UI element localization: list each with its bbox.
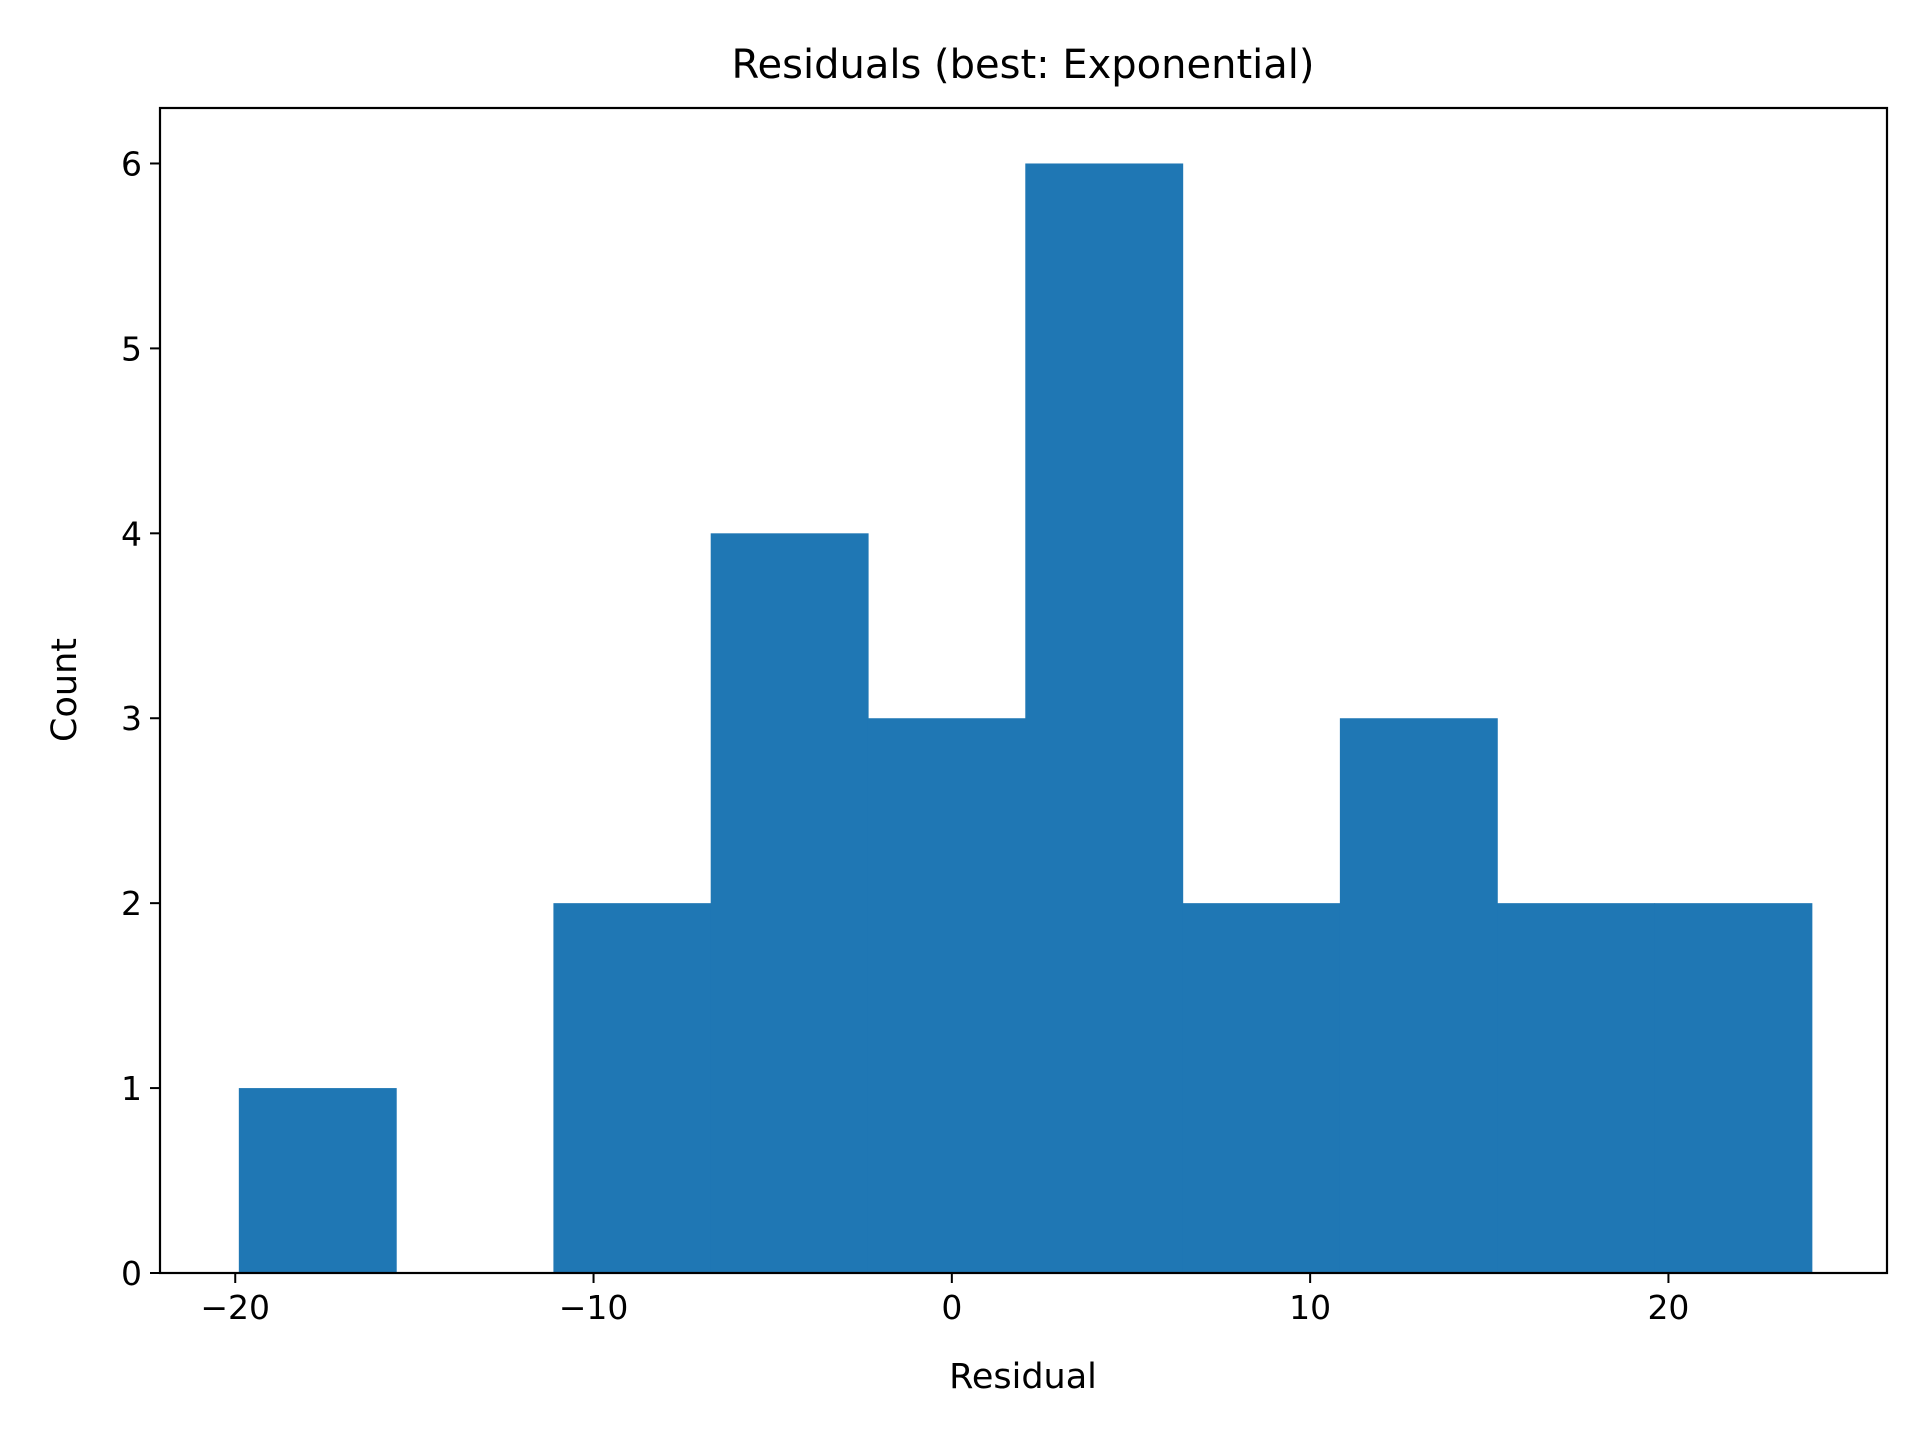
y-tick-label: 4: [121, 514, 142, 553]
x-tick-label: −10: [559, 1288, 629, 1327]
x-tick-label: 10: [1289, 1288, 1331, 1327]
y-axis-label: Count: [45, 638, 85, 742]
y-tick-label: 1: [121, 1069, 142, 1108]
bars-group: [238, 163, 1813, 1273]
x-axis-ticks: −20 −10 0 10 20: [200, 1273, 1689, 1327]
x-tick-label: 20: [1647, 1288, 1689, 1327]
y-tick-label: 2: [121, 884, 142, 923]
histogram-bar: [1339, 718, 1498, 1273]
histogram-bar: [1654, 903, 1813, 1273]
histogram-bar: [1025, 163, 1184, 1273]
histogram-bar: [710, 533, 869, 1273]
histogram-bar: [1182, 903, 1341, 1273]
y-tick-label: 3: [121, 699, 142, 738]
x-tick-label: −20: [200, 1288, 270, 1327]
x-axis-label: Residual: [949, 1357, 1097, 1397]
histogram-bar: [553, 903, 712, 1273]
y-tick-label: 5: [121, 329, 142, 368]
chart-title: Residuals (best: Exponential): [732, 42, 1315, 88]
plot-frame: [158, 106, 1889, 1275]
y-tick-label: 6: [121, 144, 142, 183]
histogram-bar: [1497, 903, 1656, 1273]
x-tick-label: 0: [941, 1288, 962, 1327]
y-tick-label: 0: [121, 1254, 142, 1293]
histogram-bar: [867, 718, 1026, 1273]
y-axis-ticks: 0 1 2 3 4 5 6: [121, 144, 160, 1293]
histogram-bar: [238, 1088, 397, 1273]
